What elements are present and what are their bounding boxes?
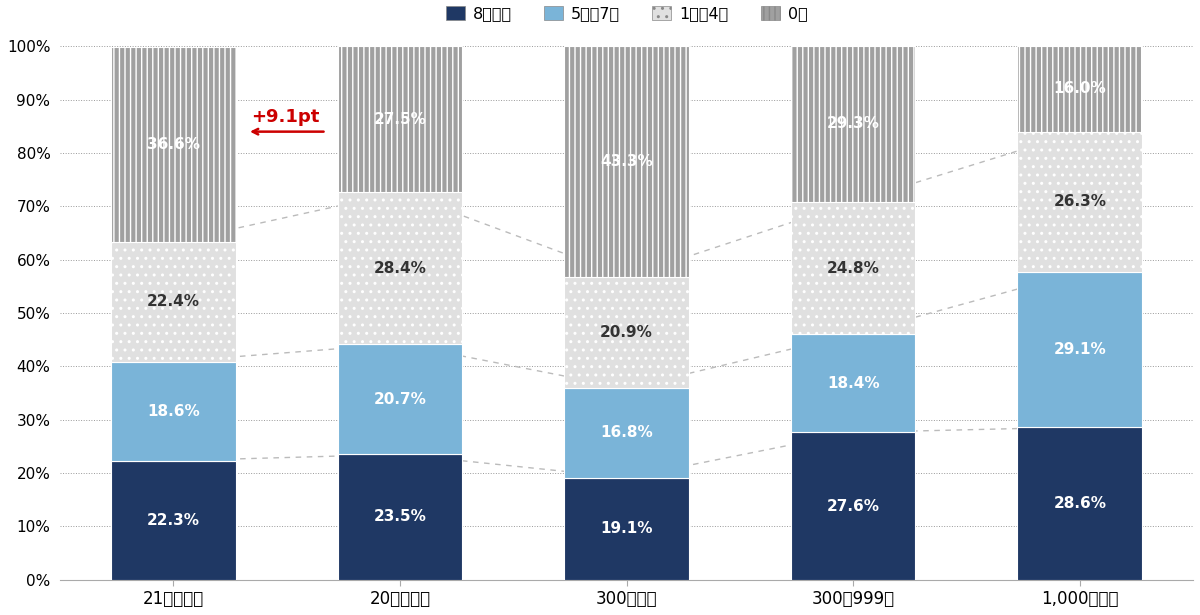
Text: 36.6%: 36.6% (146, 137, 200, 152)
Text: 20.7%: 20.7% (373, 392, 426, 407)
Bar (337, 192, 462, 344)
Text: 28.4%: 28.4% (373, 261, 426, 276)
Bar (112, 362, 235, 461)
Bar (337, 344, 462, 454)
Text: 26.3%: 26.3% (1054, 194, 1106, 209)
Text: 24.8%: 24.8% (827, 261, 880, 276)
Legend: 8割以上, 5割～7割, 1割～4割, 0割: 8割以上, 5割～7割, 1割～4割, 0割 (440, 1, 812, 26)
Text: 43.3%: 43.3% (600, 154, 653, 169)
Text: +9.1pt: +9.1pt (251, 108, 319, 126)
Bar (791, 335, 916, 432)
Bar (112, 47, 235, 242)
Bar (791, 46, 916, 202)
Text: 29.1%: 29.1% (1054, 342, 1106, 357)
Bar (337, 46, 462, 192)
Bar (337, 454, 462, 580)
Text: 22.3%: 22.3% (146, 513, 200, 528)
Bar (564, 478, 689, 580)
Bar (112, 461, 235, 580)
Text: 29.3%: 29.3% (827, 116, 880, 132)
Text: 27.5%: 27.5% (373, 111, 426, 127)
Text: 22.4%: 22.4% (146, 294, 200, 309)
Bar (564, 277, 689, 388)
Bar (1018, 132, 1142, 272)
Bar (112, 242, 235, 362)
Bar (564, 46, 689, 277)
Text: 28.6%: 28.6% (1054, 496, 1106, 511)
Text: 20.9%: 20.9% (600, 325, 653, 340)
Text: 18.6%: 18.6% (148, 403, 200, 419)
Text: 23.5%: 23.5% (373, 509, 426, 525)
Text: 16.8%: 16.8% (600, 426, 653, 440)
Text: 16.0%: 16.0% (1054, 81, 1106, 97)
Bar (564, 388, 689, 478)
Bar (1018, 427, 1142, 580)
Bar (791, 202, 916, 335)
Bar (1018, 46, 1142, 132)
Bar (1018, 272, 1142, 427)
Text: 19.1%: 19.1% (600, 521, 653, 536)
Text: 27.6%: 27.6% (827, 499, 880, 514)
Bar (791, 432, 916, 580)
Text: 18.4%: 18.4% (827, 376, 880, 391)
